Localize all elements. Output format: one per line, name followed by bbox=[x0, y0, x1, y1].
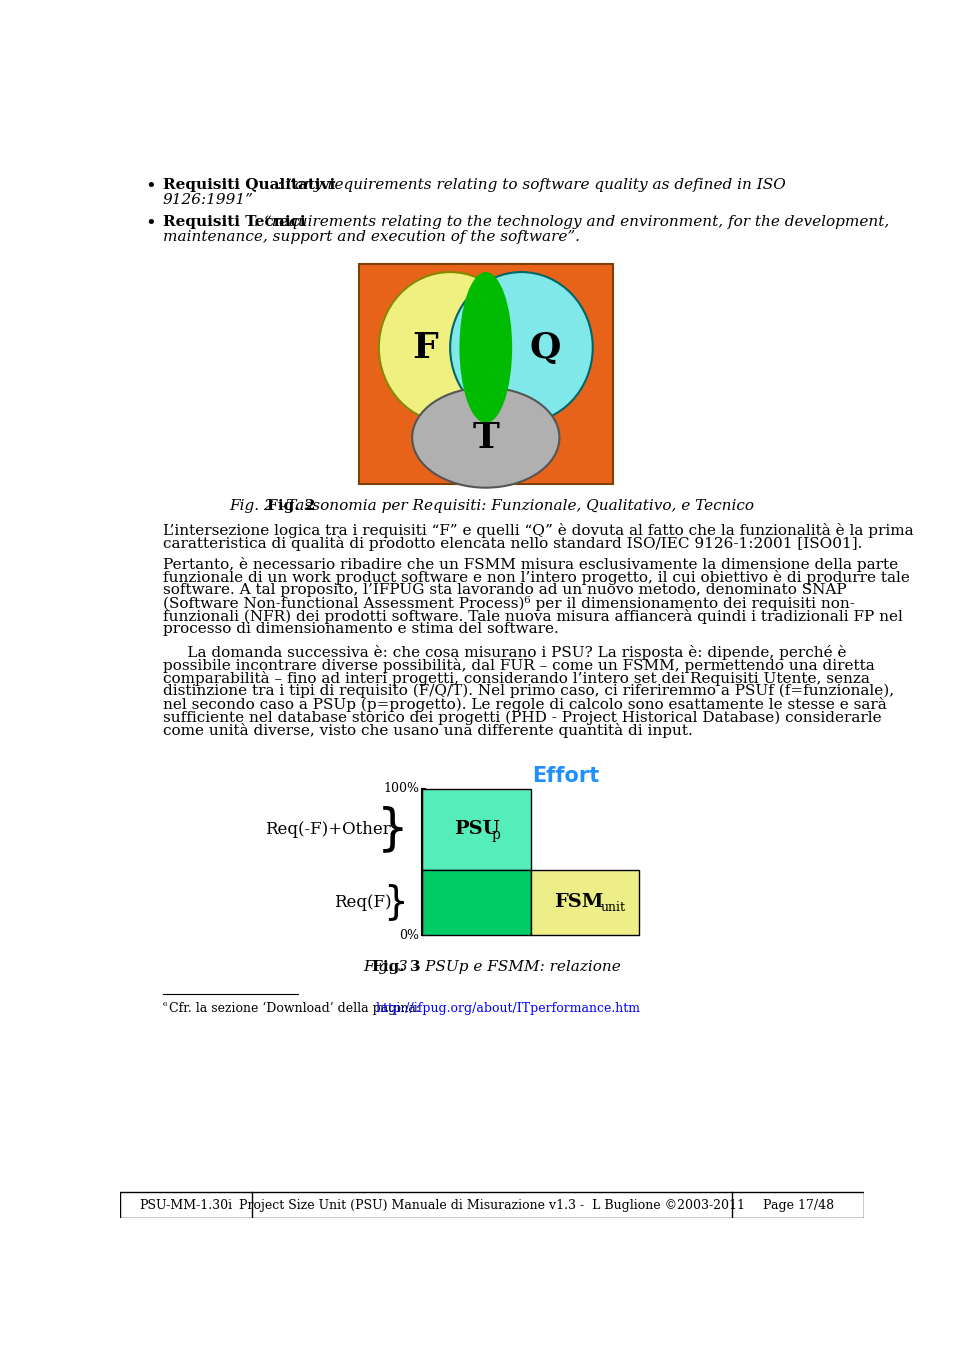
Text: nel secondo caso a PSUp (p=progetto). Le regole di calcolo sono esattamente le s: nel secondo caso a PSUp (p=progetto). Le… bbox=[162, 697, 886, 712]
Ellipse shape bbox=[379, 272, 521, 423]
Text: Fig. 3 – PSUp e FSMM: relazione: Fig. 3 – PSUp e FSMM: relazione bbox=[363, 960, 621, 973]
Text: •: • bbox=[145, 215, 156, 233]
Ellipse shape bbox=[412, 387, 560, 487]
Text: Project Size Unit (PSU) Manuale di Misurazione v1.3 -  L Buglione ©2003-2011: Project Size Unit (PSU) Manuale di Misur… bbox=[239, 1199, 745, 1212]
Text: funzionale di un work product software e non l’intero progetto, il cui obiettivo: funzionale di un work product software e… bbox=[162, 570, 909, 585]
Text: comparabilità – fino ad interi progetti, considerando l’intero set dei Requisiti: comparabilità – fino ad interi progetti,… bbox=[162, 671, 870, 686]
Text: Effort: Effort bbox=[532, 765, 599, 786]
Text: : “requirements relating to the technology and environment, for the development,: : “requirements relating to the technolo… bbox=[254, 215, 889, 229]
Text: Pertanto, è necessario ribadire che un FSMM misura esclusivamente la dimensione : Pertanto, è necessario ribadire che un F… bbox=[162, 557, 898, 572]
Text: sufficiente nel database storico dei progetti (PHD - Project Historical Database: sufficiente nel database storico dei pro… bbox=[162, 711, 881, 724]
Text: distinzione tra i tipi di requisito (F/Q/T). Nel primo caso, ci riferiremmo a PS: distinzione tra i tipi di requisito (F/Q… bbox=[162, 684, 894, 698]
Text: http://ifpug.org/about/ITperformance.htm: http://ifpug.org/about/ITperformance.htm bbox=[375, 1002, 640, 1014]
Text: ⁶: ⁶ bbox=[162, 1002, 167, 1012]
Bar bbox=[422, 789, 531, 869]
Bar bbox=[120, 1192, 864, 1218]
Text: Requisiti Qualitativi: Requisiti Qualitativi bbox=[162, 178, 335, 192]
Text: Req(F): Req(F) bbox=[334, 894, 392, 910]
Text: (Software Non-functional Assessment Process)⁶ per il dimensionamento dei requisi: (Software Non-functional Assessment Proc… bbox=[162, 597, 854, 611]
Text: Fig. 2 –Tassonomia per Requisiti: Funzionale, Qualitativo, e Tecnico: Fig. 2 –Tassonomia per Requisiti: Funzio… bbox=[229, 500, 755, 513]
Text: La domanda successiva è: che cosa misurano i PSU? La risposta è: dipende, perché: La domanda successiva è: che cosa misura… bbox=[162, 645, 846, 660]
Text: Page 17/48: Page 17/48 bbox=[762, 1199, 833, 1212]
Text: caratteristica di qualità di prodotto elencata nello standard ISO/IEC 9126-1:200: caratteristica di qualità di prodotto el… bbox=[162, 537, 862, 552]
Text: unit: unit bbox=[601, 901, 626, 914]
Bar bbox=[422, 869, 531, 935]
Text: Cfr. la sezione ‘Download’ della pagina:: Cfr. la sezione ‘Download’ della pagina: bbox=[169, 1002, 423, 1016]
Text: }: } bbox=[384, 883, 408, 921]
Text: Requisiti Tecnici: Requisiti Tecnici bbox=[162, 215, 305, 229]
Text: come unità diverse, visto che usano una differente quantità di input.: come unità diverse, visto che usano una … bbox=[162, 723, 692, 738]
Text: maintenance, support and execution of the software”.: maintenance, support and execution of th… bbox=[162, 230, 580, 244]
Bar bbox=[359, 264, 612, 483]
Text: Fig. 2: Fig. 2 bbox=[267, 500, 316, 513]
Text: possibile incontrare diverse possibilità, dal FUR – come un FSMM, permettendo un: possibile incontrare diverse possibilità… bbox=[162, 658, 875, 672]
Text: p: p bbox=[492, 828, 501, 842]
Text: 100%: 100% bbox=[383, 782, 420, 795]
Text: T: T bbox=[472, 420, 499, 455]
Text: Fig. 3: Fig. 3 bbox=[372, 960, 420, 973]
Text: 0%: 0% bbox=[399, 928, 420, 942]
Bar bbox=[531, 869, 639, 935]
Text: funzionali (NFR) dei prodotti software. Tale nuova misura affiancerà quindi i tr: funzionali (NFR) dei prodotti software. … bbox=[162, 609, 902, 624]
Text: Q: Q bbox=[529, 330, 561, 364]
Text: 9126:1991”: 9126:1991” bbox=[162, 193, 253, 207]
Ellipse shape bbox=[450, 272, 592, 423]
Text: F: F bbox=[413, 330, 438, 364]
Text: PSU-MM-1.30i: PSU-MM-1.30i bbox=[139, 1199, 232, 1212]
Text: software. A tal proposito, l’IFPUG sta lavorando ad un nuovo metodo, denominato : software. A tal proposito, l’IFPUG sta l… bbox=[162, 583, 847, 597]
Text: Req(-F)+Other: Req(-F)+Other bbox=[266, 820, 392, 838]
Text: : “any requirements relating to software quality as defined in ISO: : “any requirements relating to software… bbox=[277, 178, 786, 192]
Text: processo di dimensionamento e stima del software.: processo di dimensionamento e stima del … bbox=[162, 623, 559, 637]
Text: •: • bbox=[145, 178, 156, 196]
Text: PSU: PSU bbox=[454, 820, 499, 838]
Text: FSM: FSM bbox=[554, 894, 604, 912]
Text: L’intersezione logica tra i requisiti “F” e quelli “Q” è dovuta al fatto che la : L’intersezione logica tra i requisiti “F… bbox=[162, 523, 913, 538]
Ellipse shape bbox=[460, 272, 512, 423]
Text: }: } bbox=[376, 805, 408, 853]
